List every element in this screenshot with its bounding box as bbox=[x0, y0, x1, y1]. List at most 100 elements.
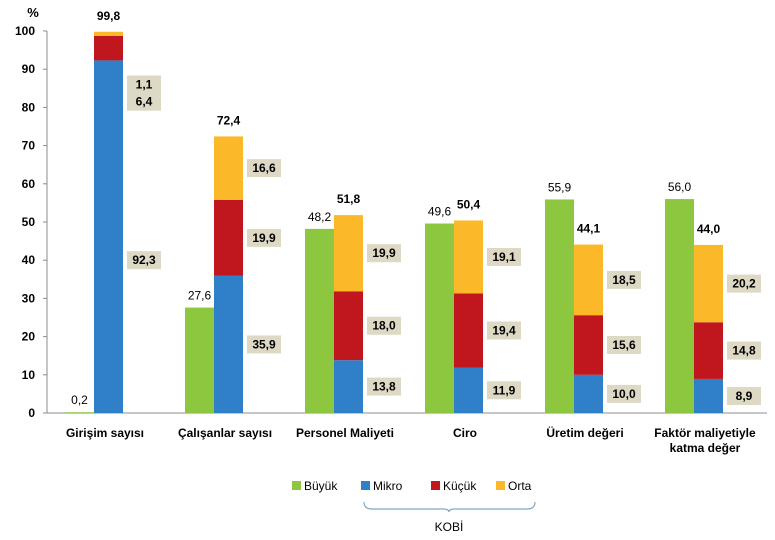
data-label-box-orta bbox=[367, 244, 401, 263]
data-label-mikro: 92,3 bbox=[132, 253, 156, 267]
y-tick-label: 0 bbox=[28, 406, 35, 420]
bar-mikro bbox=[694, 378, 723, 413]
y-tick-label: 80 bbox=[22, 100, 36, 114]
legend-swatch-mikro bbox=[361, 481, 370, 490]
x-tick-label: Ciro bbox=[453, 426, 477, 440]
legend-swatch-büyük bbox=[292, 481, 301, 490]
y-tick-label: 60 bbox=[22, 177, 36, 191]
bar-buyuk bbox=[665, 199, 694, 413]
data-label-orta: 19,9 bbox=[372, 246, 396, 260]
bar-mikro bbox=[574, 374, 603, 413]
data-label-mikro: 8,9 bbox=[736, 389, 753, 403]
data-label-box-orta bbox=[247, 159, 281, 178]
x-tick-label: Üretim değeri bbox=[546, 425, 623, 440]
bar-buyuk bbox=[425, 223, 454, 413]
kobi-label: KOBİ bbox=[435, 520, 464, 534]
data-label-kobi-total: 72,4 bbox=[217, 113, 241, 127]
bar-mikro bbox=[334, 360, 363, 413]
data-label-box-mikro bbox=[367, 377, 401, 396]
data-label-buyuk: 55,9 bbox=[548, 180, 572, 194]
data-label-küçük: 14,8 bbox=[732, 344, 756, 358]
legend-label-küçük: Küçük bbox=[443, 479, 477, 493]
y-tick-label: 30 bbox=[22, 291, 36, 305]
data-label-buyuk: 49,6 bbox=[428, 205, 452, 219]
y-tick-label: 100 bbox=[15, 24, 35, 38]
bar-orta bbox=[574, 244, 603, 316]
y-tick-label: 40 bbox=[22, 253, 36, 267]
bar-küçük bbox=[214, 199, 243, 276]
bar-orta bbox=[94, 31, 123, 36]
x-tick-label: Faktör maliyetiyle bbox=[654, 426, 756, 440]
legend-label-büyük: Büyük bbox=[304, 479, 338, 493]
data-label-box-mikro bbox=[247, 335, 281, 354]
data-label-buyuk: 56,0 bbox=[668, 180, 692, 194]
bar-küçük bbox=[94, 35, 123, 61]
data-label-buyuk: 48,2 bbox=[308, 210, 332, 224]
data-label-kobi-total: 99,8 bbox=[97, 9, 121, 23]
data-label-box-mikro bbox=[607, 384, 641, 403]
bar-orta bbox=[214, 136, 243, 200]
bar-mikro bbox=[454, 367, 483, 413]
data-label-box-küçük bbox=[367, 316, 401, 335]
bar-buyuk bbox=[545, 199, 574, 413]
data-label-box-orta bbox=[727, 274, 761, 293]
data-label-küçük: 19,9 bbox=[252, 231, 276, 245]
data-label-box-küçük bbox=[127, 92, 161, 111]
bar-küçük bbox=[574, 315, 603, 375]
data-label-box-orta bbox=[607, 270, 641, 289]
y-tick-label: 50 bbox=[22, 215, 36, 229]
data-label-box-orta bbox=[127, 75, 161, 94]
data-label-box-mikro bbox=[487, 381, 521, 400]
data-label-kobi-total: 50,4 bbox=[457, 197, 481, 211]
legend-label-mikro: Mikro bbox=[373, 479, 403, 493]
data-label-mikro: 35,9 bbox=[252, 337, 276, 351]
x-tick-label: Çalışanlar sayısı bbox=[178, 426, 272, 440]
x-tick-label: Girişim sayısı bbox=[66, 426, 144, 440]
data-label-box-mikro bbox=[127, 251, 161, 270]
bar-mikro bbox=[214, 275, 243, 413]
data-label-kobi-total: 44,0 bbox=[697, 222, 721, 236]
data-label-orta: 1,1 bbox=[136, 77, 153, 91]
bar-orta bbox=[454, 220, 483, 294]
data-label-orta: 19,1 bbox=[492, 250, 516, 264]
data-label-box-küçük bbox=[487, 321, 521, 340]
data-label-kobi-total: 44,1 bbox=[577, 222, 601, 236]
bar-küçük bbox=[334, 291, 363, 361]
data-label-orta: 20,2 bbox=[732, 277, 756, 291]
data-label-mikro: 10,0 bbox=[612, 387, 636, 401]
y-tick-label: 70 bbox=[22, 139, 36, 153]
data-label-box-küçük bbox=[607, 336, 641, 355]
data-label-küçük: 18,0 bbox=[372, 319, 396, 333]
data-label-küçük: 15,6 bbox=[612, 338, 636, 352]
y-tick-label: 20 bbox=[22, 330, 36, 344]
data-label-küçük: 19,4 bbox=[492, 323, 516, 337]
data-label-orta: 18,5 bbox=[612, 273, 636, 287]
bar-orta bbox=[334, 215, 363, 292]
data-label-orta: 16,6 bbox=[252, 161, 276, 175]
bar-orta bbox=[694, 244, 723, 323]
bar-buyuk bbox=[305, 228, 334, 413]
x-tick-label: Personel Maliyeti bbox=[296, 426, 394, 440]
y-unit-label: % bbox=[27, 5, 39, 20]
bar-küçük bbox=[694, 322, 723, 379]
data-label-box-orta bbox=[487, 247, 521, 266]
y-tick-label: 90 bbox=[22, 62, 36, 76]
data-label-mikro: 11,9 bbox=[493, 383, 516, 397]
kobi-brace bbox=[363, 501, 536, 513]
data-label-mikro: 13,8 bbox=[372, 380, 396, 394]
bar-mikro bbox=[94, 60, 123, 413]
y-tick-label: 10 bbox=[22, 368, 36, 382]
legend-swatch-orta bbox=[496, 481, 505, 490]
data-label-kobi-total: 51,8 bbox=[337, 192, 361, 206]
legend-swatch-küçük bbox=[431, 481, 440, 490]
bar-küçük bbox=[454, 293, 483, 368]
x-tick-label: katma değer bbox=[670, 441, 741, 455]
legend-label-orta: Orta bbox=[508, 479, 532, 493]
bar-buyuk bbox=[185, 307, 214, 413]
data-label-buyuk: 0,2 bbox=[71, 393, 88, 407]
data-label-box-mikro bbox=[727, 386, 761, 405]
data-label-buyuk: 27,6 bbox=[188, 289, 212, 303]
bar-buyuk bbox=[65, 412, 94, 413]
data-label-box-küçük bbox=[727, 341, 761, 360]
